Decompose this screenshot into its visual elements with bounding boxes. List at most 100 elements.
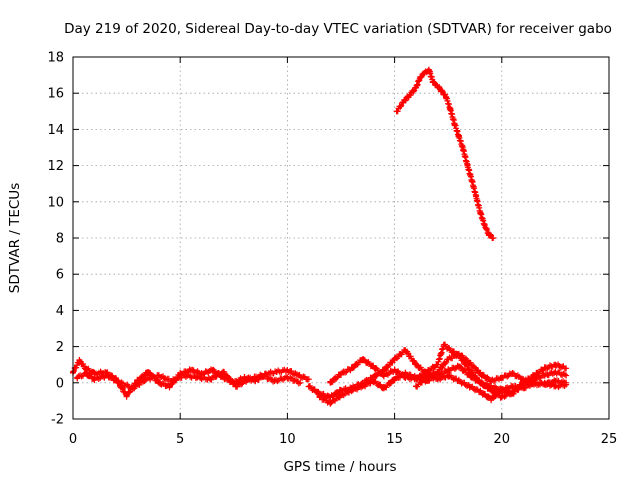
- data-point: [423, 374, 430, 381]
- data-point: [498, 374, 505, 381]
- data-point: [168, 377, 175, 384]
- data-point: [393, 108, 400, 115]
- data-point: [413, 361, 420, 368]
- data-point: [327, 399, 334, 406]
- data-point: [509, 370, 516, 377]
- data-point: [295, 372, 302, 379]
- data-point: [421, 70, 428, 77]
- data-point: [455, 350, 462, 357]
- data-point: [338, 370, 344, 377]
- data-point: [284, 374, 291, 381]
- data-point: [181, 372, 188, 379]
- series-track-B: [74, 368, 304, 392]
- grid-lines: [73, 57, 609, 419]
- data-point: [430, 79, 437, 86]
- x-tick-label: 10: [279, 432, 296, 447]
- data-point: [488, 377, 495, 384]
- series-track-F: [413, 350, 570, 391]
- x-axis-label: GPS time / hours: [283, 459, 396, 475]
- y-tick-label: 10: [47, 195, 64, 210]
- data-point: [104, 372, 111, 379]
- data-point: [391, 376, 398, 383]
- data-point: [145, 368, 152, 375]
- y-tick-label: 18: [47, 51, 64, 66]
- data-point: [423, 368, 430, 375]
- data-point: [297, 379, 304, 386]
- data-point: [273, 368, 280, 375]
- data-point: [563, 365, 570, 372]
- data-point: [417, 73, 424, 80]
- data-point: [194, 374, 201, 381]
- data-point: [305, 376, 312, 383]
- data-point: [460, 146, 467, 153]
- data-point: [187, 367, 194, 374]
- data-point: [455, 133, 462, 140]
- data-point: [440, 341, 447, 348]
- data-point: [338, 392, 344, 399]
- data-point: [498, 387, 505, 394]
- data-point: [155, 379, 162, 386]
- data-point: [425, 66, 432, 73]
- data-point: [530, 372, 537, 379]
- data-point: [552, 383, 559, 390]
- y-tick-label: 0: [56, 376, 64, 391]
- data-point: [477, 370, 484, 377]
- data-point: [91, 370, 98, 377]
- data-point: [477, 388, 484, 395]
- axis-ticks: 0 5 10 15 20 25 -2 0 2 4 6 8 10 12 14 16 18: [47, 51, 617, 448]
- data-point: [445, 356, 452, 363]
- data-point: [541, 365, 548, 372]
- data-point: [305, 383, 312, 390]
- y-tick-label: 12: [47, 159, 64, 174]
- data-point: [438, 88, 445, 95]
- data-point: [464, 162, 471, 169]
- data-point: [434, 82, 441, 89]
- data-point: [198, 370, 205, 377]
- data-point: [552, 361, 559, 368]
- data-point: [348, 387, 355, 394]
- data-point: [402, 347, 409, 354]
- y-tick-label: 4: [56, 304, 64, 319]
- y-tick-label: 6: [56, 268, 64, 283]
- x-tick-label: 0: [69, 432, 77, 447]
- x-tick-label: 25: [601, 432, 618, 447]
- data-point: [541, 372, 548, 379]
- data-point: [327, 379, 334, 386]
- data-point: [74, 374, 81, 381]
- data-point: [541, 379, 548, 386]
- data-point: [445, 367, 452, 374]
- data-point: [481, 222, 488, 229]
- data-point: [563, 372, 570, 379]
- data-point: [391, 356, 398, 363]
- data-point: [91, 376, 98, 383]
- data-point: [117, 379, 124, 386]
- data-point: [466, 359, 473, 366]
- data-point: [477, 379, 484, 386]
- data-point: [142, 376, 149, 383]
- data-point: [530, 381, 537, 388]
- data-point: [220, 368, 227, 375]
- data-point: [451, 120, 458, 127]
- y-axis-label: SDTVAR / TECUs: [7, 183, 23, 293]
- data-point: [245, 376, 252, 383]
- data-point: [391, 367, 398, 374]
- y-tick-label: 8: [56, 232, 64, 247]
- data-point: [370, 363, 377, 370]
- data-point: [445, 372, 452, 379]
- data-point: [434, 368, 441, 375]
- data-series: [70, 66, 570, 407]
- y-tick-label: 14: [47, 123, 64, 138]
- data-point: [380, 372, 387, 379]
- data-point: [413, 383, 420, 390]
- data-point: [370, 377, 377, 384]
- chart-title: Day 219 of 2020, Sidereal Day-to-day VTE…: [64, 21, 612, 37]
- data-point: [166, 383, 173, 390]
- data-point: [406, 92, 413, 99]
- y-tick-label: 2: [56, 340, 64, 355]
- data-point: [130, 385, 137, 392]
- x-tick-label: 20: [494, 432, 511, 447]
- data-point: [316, 394, 323, 401]
- data-point: [380, 385, 387, 392]
- data-point: [552, 368, 559, 375]
